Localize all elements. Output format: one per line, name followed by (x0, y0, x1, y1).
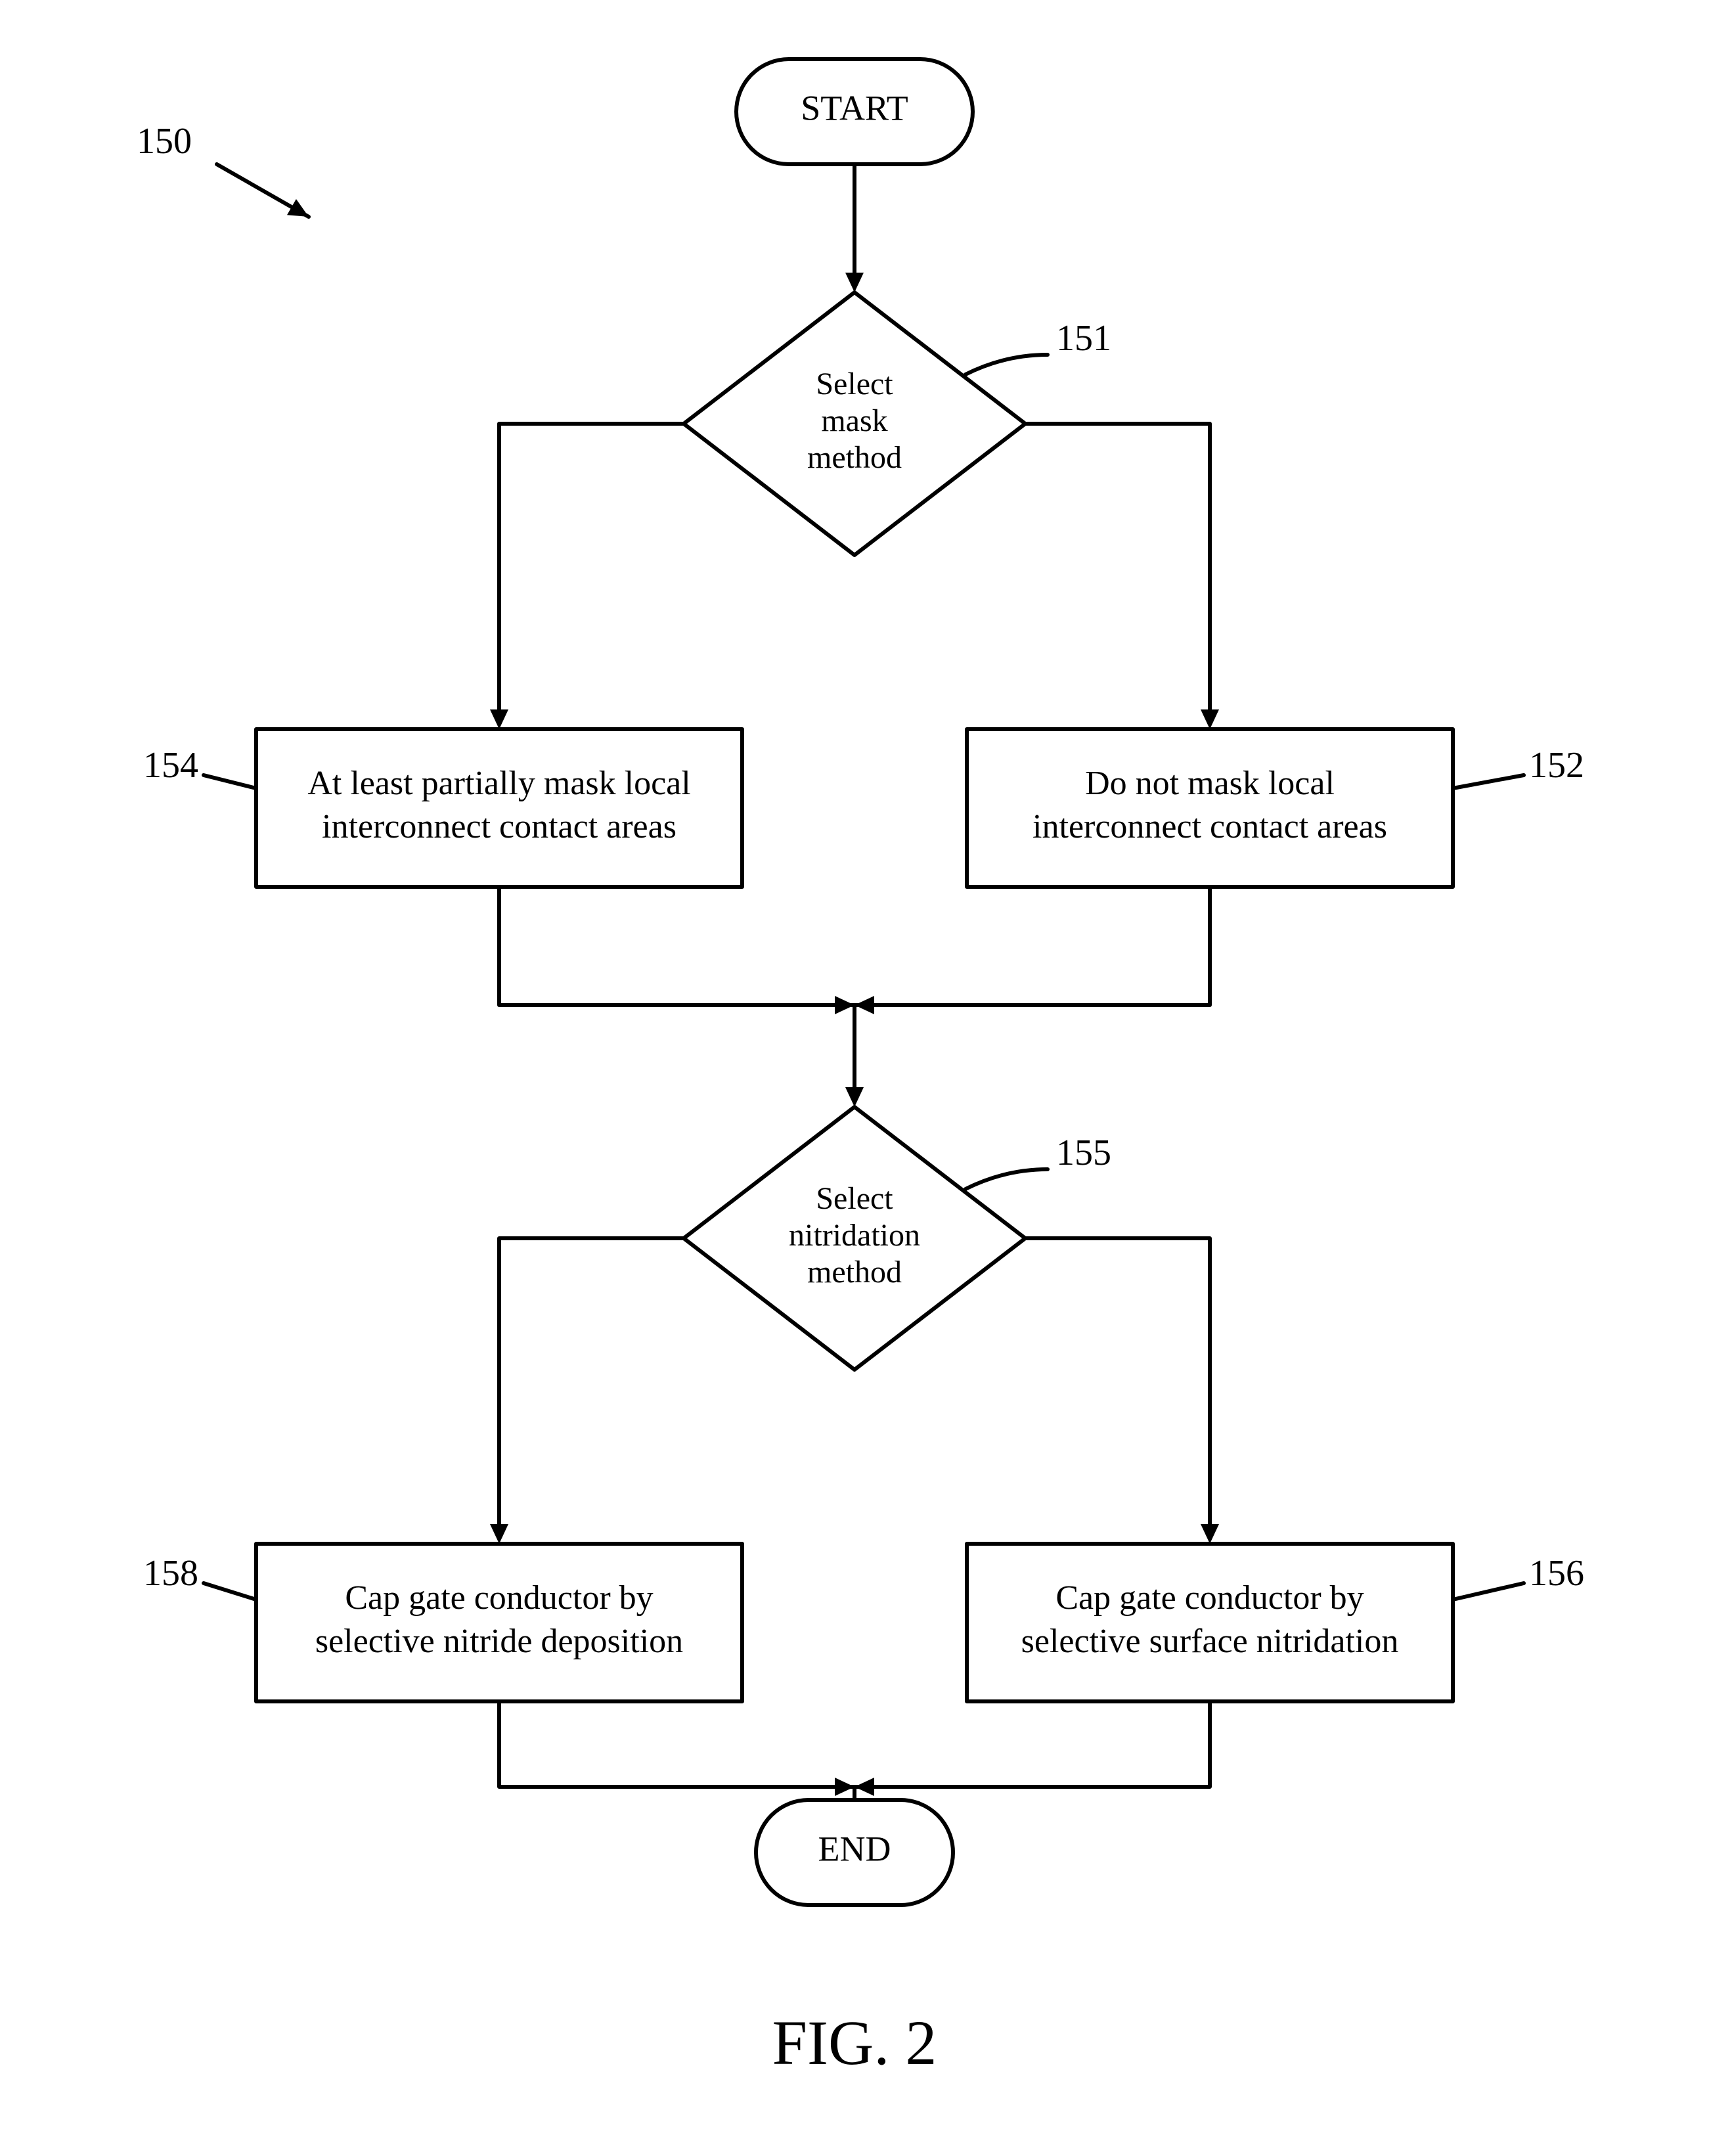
decision-d2: Selectnitridationmethod (684, 1107, 1025, 1370)
figure-title: FIG. 2 (772, 2008, 937, 2078)
ref-label-152: 152 (1453, 745, 1584, 788)
ref-label-150-text: 150 (137, 121, 192, 162)
ref-label-155-text: 155 (1056, 1133, 1111, 1173)
ref-label-158-text: 158 (143, 1553, 198, 1594)
decision-d2-line-2: method (807, 1255, 902, 1290)
process-b154-line-0: At least partially mask local (307, 765, 690, 802)
decision-d1-line-0: Select (816, 367, 893, 401)
process-b156-line-0: Cap gate conductor by (1055, 1579, 1364, 1617)
ref-label-156: 156 (1453, 1553, 1584, 1600)
process-b154-line-1: interconnect contact areas (322, 808, 677, 845)
decision-d1: Selectmaskmethod (684, 292, 1025, 555)
process-b156-line-1: selective surface nitridation (1021, 1623, 1399, 1660)
decision-d1-line-1: mask (821, 403, 887, 438)
process-b158-line-1: selective nitride deposition (315, 1623, 683, 1660)
ref-label-154-text: 154 (143, 745, 198, 786)
ref-label-150: 150 (137, 121, 309, 217)
process-b152: Do not mask local interconnect contact ar… (967, 729, 1453, 887)
ref-label-152-text: 152 (1529, 745, 1584, 786)
terminal-start: START (736, 59, 973, 164)
process-b152-line-0: Do not mask local (1085, 765, 1335, 802)
ref-label-151-text: 151 (1056, 318, 1111, 359)
process-b152-line-1: interconnect contact areas (1032, 808, 1387, 845)
ref-label-156-text: 156 (1529, 1553, 1584, 1594)
terminal-end-label: END (818, 1829, 891, 1868)
ref-label-151: 151 (965, 318, 1111, 374)
terminal-start-label: START (801, 88, 908, 127)
ref-label-158: 158 (143, 1553, 256, 1600)
decision-d2-line-1: nitridation (789, 1218, 920, 1253)
process-b158-line-0: Cap gate conductor by (345, 1579, 653, 1617)
decision-d2-line-0: Select (816, 1181, 893, 1216)
process-b156: Cap gate conductor by selective surface n… (967, 1544, 1453, 1701)
ref-label-155: 155 (965, 1133, 1111, 1189)
ref-label-154: 154 (143, 745, 256, 788)
process-b154: At least partially mask local interconnec… (256, 729, 742, 887)
decision-d1-line-2: method (807, 440, 902, 475)
terminal-end: END (756, 1800, 953, 1905)
process-b158: Cap gate conductor by selective nitride d… (256, 1544, 742, 1701)
